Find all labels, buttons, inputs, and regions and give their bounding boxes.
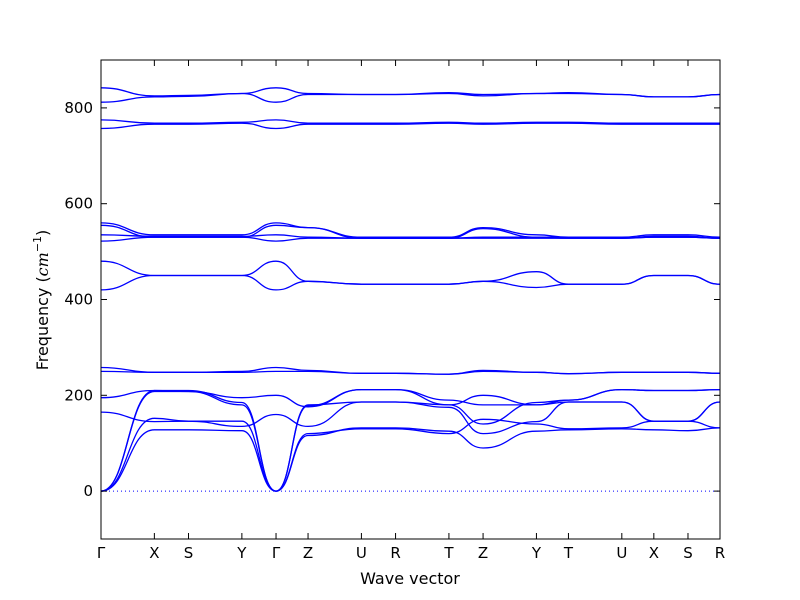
x-tick-label: Γ [97, 544, 106, 562]
band-line-6 [100, 401, 721, 435]
x-tick-label: R [715, 544, 725, 562]
plot-area [101, 60, 720, 539]
y-tick-label: 200 [64, 386, 93, 404]
x-tick-label: Z [478, 544, 488, 562]
y-tick-label: 800 [64, 99, 93, 117]
band-line-11 [100, 222, 721, 238]
band-line-10 [100, 274, 721, 291]
band-line-16 [100, 122, 720, 130]
y-axis-label-exp: −1 [31, 236, 44, 252]
x-tick-label: S [683, 544, 693, 562]
y-axis-label: Frequency (cm−1) [31, 230, 52, 371]
x-tick-label: R [390, 544, 400, 562]
x-tick-label: T [443, 544, 454, 562]
band-line-5 [100, 388, 721, 425]
x-tick-label: Y [531, 544, 542, 562]
y-axis-label-unit: cm [33, 252, 52, 276]
band-line-8 [100, 370, 721, 375]
x-axis-label: Wave vector [360, 569, 460, 588]
x-tick-label: T [563, 544, 574, 562]
band-line-18 [100, 92, 721, 103]
x-tick-label: Γ [272, 544, 281, 562]
x-tick-label: Z [303, 544, 313, 562]
x-tick-label: S [184, 544, 194, 562]
band-line-15 [100, 119, 720, 124]
y-axis-label-close: ) [33, 230, 52, 236]
band-lines [100, 87, 721, 492]
x-tick-label: U [616, 544, 627, 562]
y-ticks: 0 200 400 600 800 [64, 99, 720, 500]
y-tick-label: 400 [64, 291, 93, 309]
band-line-14 [100, 236, 721, 242]
x-tick-label: X [649, 544, 659, 562]
band-line-2 [100, 427, 721, 492]
y-tick-label: 600 [64, 195, 93, 213]
plot-frame [100, 59, 721, 540]
x-tick-label: X [149, 544, 159, 562]
x-tick-label: Y [236, 544, 247, 562]
y-axis-label-main: Frequency ( [33, 276, 52, 370]
x-tick-label: U [356, 544, 367, 562]
y-tick-label: 0 [83, 482, 93, 500]
